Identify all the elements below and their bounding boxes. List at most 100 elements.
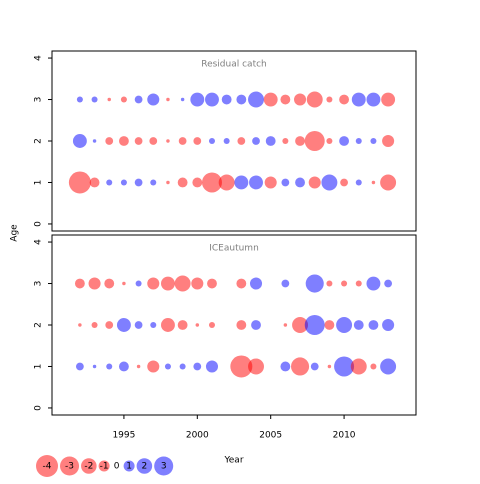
bubble bbox=[280, 361, 291, 372]
bubble bbox=[371, 180, 376, 185]
bubble bbox=[339, 94, 349, 105]
bubble bbox=[177, 177, 188, 188]
bubble bbox=[193, 137, 202, 145]
bubble bbox=[208, 321, 215, 329]
bubble bbox=[252, 137, 260, 145]
bubble bbox=[263, 92, 278, 107]
bubble bbox=[324, 320, 335, 330]
bubble bbox=[304, 131, 325, 151]
bubble bbox=[382, 318, 395, 332]
bubble bbox=[384, 279, 393, 288]
legend-label: -2 bbox=[84, 462, 93, 472]
bubble bbox=[147, 360, 160, 373]
y-tick-label: 3 bbox=[34, 281, 44, 287]
bubble bbox=[88, 277, 101, 290]
bubble bbox=[68, 171, 91, 194]
bubble bbox=[106, 179, 113, 186]
bubble bbox=[120, 96, 127, 103]
bubble bbox=[251, 320, 261, 330]
bubble bbox=[166, 180, 170, 185]
bubble bbox=[249, 277, 263, 290]
bubble bbox=[265, 136, 276, 146]
bubble bbox=[326, 96, 333, 103]
bubble bbox=[76, 96, 83, 103]
bubble bbox=[308, 176, 321, 189]
bubble bbox=[134, 178, 143, 187]
bubble bbox=[294, 93, 307, 106]
bubble bbox=[281, 279, 290, 288]
x-tick-label: 2010 bbox=[333, 431, 356, 441]
bubble bbox=[283, 323, 288, 327]
x-tick-label: 2005 bbox=[259, 431, 282, 441]
legend-label: -4 bbox=[43, 462, 52, 472]
bubble bbox=[326, 137, 333, 145]
bubble bbox=[149, 137, 158, 145]
x-tick-label: 1995 bbox=[112, 431, 135, 441]
bubble bbox=[177, 320, 188, 330]
bubble bbox=[192, 177, 203, 188]
legend-bubble bbox=[98, 460, 110, 472]
y-axis-label: Age bbox=[10, 224, 20, 242]
bubble bbox=[291, 357, 310, 376]
bubble bbox=[179, 363, 186, 370]
bubble bbox=[166, 97, 170, 102]
bubble bbox=[91, 321, 98, 329]
bubble bbox=[382, 134, 395, 148]
bubble bbox=[218, 174, 235, 191]
bubble bbox=[147, 93, 160, 106]
bubble bbox=[134, 321, 143, 329]
bubble bbox=[166, 139, 170, 143]
bubble bbox=[193, 362, 202, 371]
y-tick-label: 4 bbox=[34, 55, 44, 61]
bubble bbox=[295, 136, 305, 146]
bubble bbox=[104, 278, 115, 289]
bubble bbox=[160, 276, 175, 291]
bubble bbox=[281, 178, 290, 187]
bubble bbox=[92, 139, 97, 143]
bubble bbox=[106, 363, 113, 370]
bubble bbox=[75, 362, 84, 371]
y-tick-label: 1 bbox=[34, 180, 44, 186]
bubble bbox=[355, 137, 362, 145]
bubble bbox=[74, 278, 85, 289]
legend-label: 0 bbox=[114, 462, 120, 472]
bubble bbox=[201, 172, 222, 193]
bubble bbox=[236, 278, 247, 289]
bubble bbox=[180, 97, 185, 102]
legend-label: 3 bbox=[161, 462, 167, 472]
bubble bbox=[119, 361, 129, 372]
bubble bbox=[336, 317, 353, 333]
bubble bbox=[326, 280, 333, 287]
bubble bbox=[381, 92, 396, 107]
bubble bbox=[236, 320, 247, 330]
bubble bbox=[306, 91, 323, 108]
y-tick-label: 1 bbox=[34, 364, 44, 370]
legend-bubble bbox=[36, 455, 58, 477]
bubble bbox=[119, 136, 129, 146]
bubble bbox=[150, 321, 157, 329]
bubble bbox=[178, 137, 187, 145]
bubble bbox=[164, 363, 171, 370]
legend-bubble bbox=[59, 456, 80, 476]
bubble bbox=[190, 92, 205, 107]
bubble bbox=[305, 274, 324, 293]
bubble bbox=[350, 358, 367, 375]
bubble bbox=[105, 137, 114, 145]
panel-title: Residual catch bbox=[201, 60, 267, 70]
y-tick-label: 4 bbox=[34, 239, 44, 245]
bubble bbox=[92, 364, 97, 369]
bubble bbox=[292, 317, 309, 333]
bubble bbox=[205, 360, 219, 373]
bubble bbox=[230, 355, 253, 378]
legend-bubble bbox=[81, 458, 97, 474]
bubble bbox=[295, 177, 305, 188]
legend-bubble bbox=[154, 456, 174, 476]
bubble bbox=[380, 174, 397, 191]
y-tick-label: 0 bbox=[34, 405, 44, 411]
bubble bbox=[355, 280, 362, 287]
panel-title: ICEautumn bbox=[209, 244, 259, 254]
bubble bbox=[282, 137, 289, 145]
bubble bbox=[304, 315, 325, 335]
